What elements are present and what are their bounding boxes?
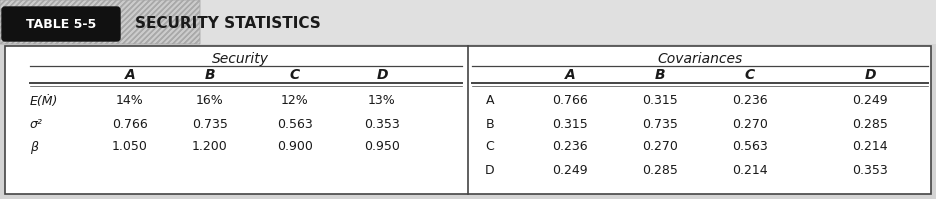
Text: Security: Security xyxy=(212,52,269,66)
Text: D: D xyxy=(864,68,876,82)
Text: 1.050: 1.050 xyxy=(112,140,148,153)
FancyBboxPatch shape xyxy=(5,46,931,194)
Text: 0.766: 0.766 xyxy=(112,117,148,131)
Text: B: B xyxy=(205,68,215,82)
Text: SECURITY STATISTICS: SECURITY STATISTICS xyxy=(135,17,321,31)
Text: A: A xyxy=(124,68,136,82)
Text: 0.214: 0.214 xyxy=(852,140,888,153)
Text: 1.200: 1.200 xyxy=(192,140,227,153)
Text: 12%: 12% xyxy=(281,95,309,107)
FancyBboxPatch shape xyxy=(0,0,200,44)
Text: 0.353: 0.353 xyxy=(852,164,888,177)
Text: 0.735: 0.735 xyxy=(192,117,228,131)
Text: A: A xyxy=(486,95,494,107)
Text: 0.285: 0.285 xyxy=(852,117,888,131)
Text: 0.270: 0.270 xyxy=(642,140,678,153)
Text: E(Ṁ): E(Ṁ) xyxy=(30,95,58,107)
Text: 0.270: 0.270 xyxy=(732,117,768,131)
Text: 0.353: 0.353 xyxy=(364,117,400,131)
Text: 0.900: 0.900 xyxy=(277,140,313,153)
Text: 0.563: 0.563 xyxy=(277,117,313,131)
Text: 0.236: 0.236 xyxy=(552,140,588,153)
Text: B: B xyxy=(654,68,665,82)
Text: 13%: 13% xyxy=(368,95,396,107)
Text: TABLE 5-5: TABLE 5-5 xyxy=(26,18,96,30)
Text: 0.315: 0.315 xyxy=(642,95,678,107)
Text: 0.766: 0.766 xyxy=(552,95,588,107)
Text: B: B xyxy=(486,117,494,131)
Text: σ²: σ² xyxy=(30,117,43,131)
Text: A: A xyxy=(564,68,576,82)
FancyBboxPatch shape xyxy=(0,0,936,44)
Text: 0.249: 0.249 xyxy=(852,95,888,107)
Text: 14%: 14% xyxy=(116,95,144,107)
Text: 0.950: 0.950 xyxy=(364,140,400,153)
Text: D: D xyxy=(376,68,388,82)
Text: C: C xyxy=(486,140,494,153)
Text: Covariances: Covariances xyxy=(657,52,742,66)
Text: 0.214: 0.214 xyxy=(732,164,768,177)
FancyBboxPatch shape xyxy=(0,0,200,44)
Text: 0.236: 0.236 xyxy=(732,95,768,107)
FancyBboxPatch shape xyxy=(2,7,120,41)
Text: 0.563: 0.563 xyxy=(732,140,768,153)
Text: 16%: 16% xyxy=(197,95,224,107)
Text: D: D xyxy=(485,164,495,177)
Text: β: β xyxy=(30,140,38,153)
Text: C: C xyxy=(290,68,300,82)
Text: 0.735: 0.735 xyxy=(642,117,678,131)
Text: C: C xyxy=(745,68,755,82)
Text: 0.315: 0.315 xyxy=(552,117,588,131)
Text: 0.285: 0.285 xyxy=(642,164,678,177)
Text: 0.249: 0.249 xyxy=(552,164,588,177)
